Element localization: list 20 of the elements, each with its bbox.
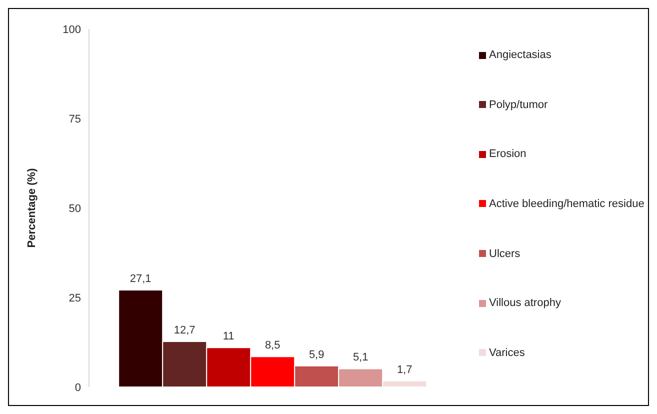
y-tick-label: 25 (68, 292, 81, 304)
legend-label: Erosion (489, 148, 526, 160)
data-label: 11 (222, 330, 234, 343)
y-tick-label: 100 (62, 24, 81, 36)
legend-label: Angiectasias (489, 49, 552, 61)
data-label: 5,9 (308, 348, 324, 361)
data-label: 5,1 (352, 352, 368, 364)
y-tick-label: 0 (74, 382, 81, 394)
legend-label: Villous atrophy (489, 297, 561, 310)
data-label: 1,7 (396, 364, 412, 376)
data-label: 12,7 (174, 324, 196, 337)
legend-label: Ulcers (489, 248, 520, 260)
y-tick-label: 75 (68, 113, 81, 126)
legend-label: Polyp/tumor (489, 98, 548, 111)
y-tick-label: 50 (68, 202, 81, 215)
legend-label: Active bleeding/hematic residue (489, 198, 644, 210)
data-label: 27,1 (130, 272, 152, 285)
data-label: 8,5 (264, 340, 280, 352)
y-axis-title: Percentage (%) (26, 168, 38, 248)
legend-label: Varices (489, 346, 525, 359)
